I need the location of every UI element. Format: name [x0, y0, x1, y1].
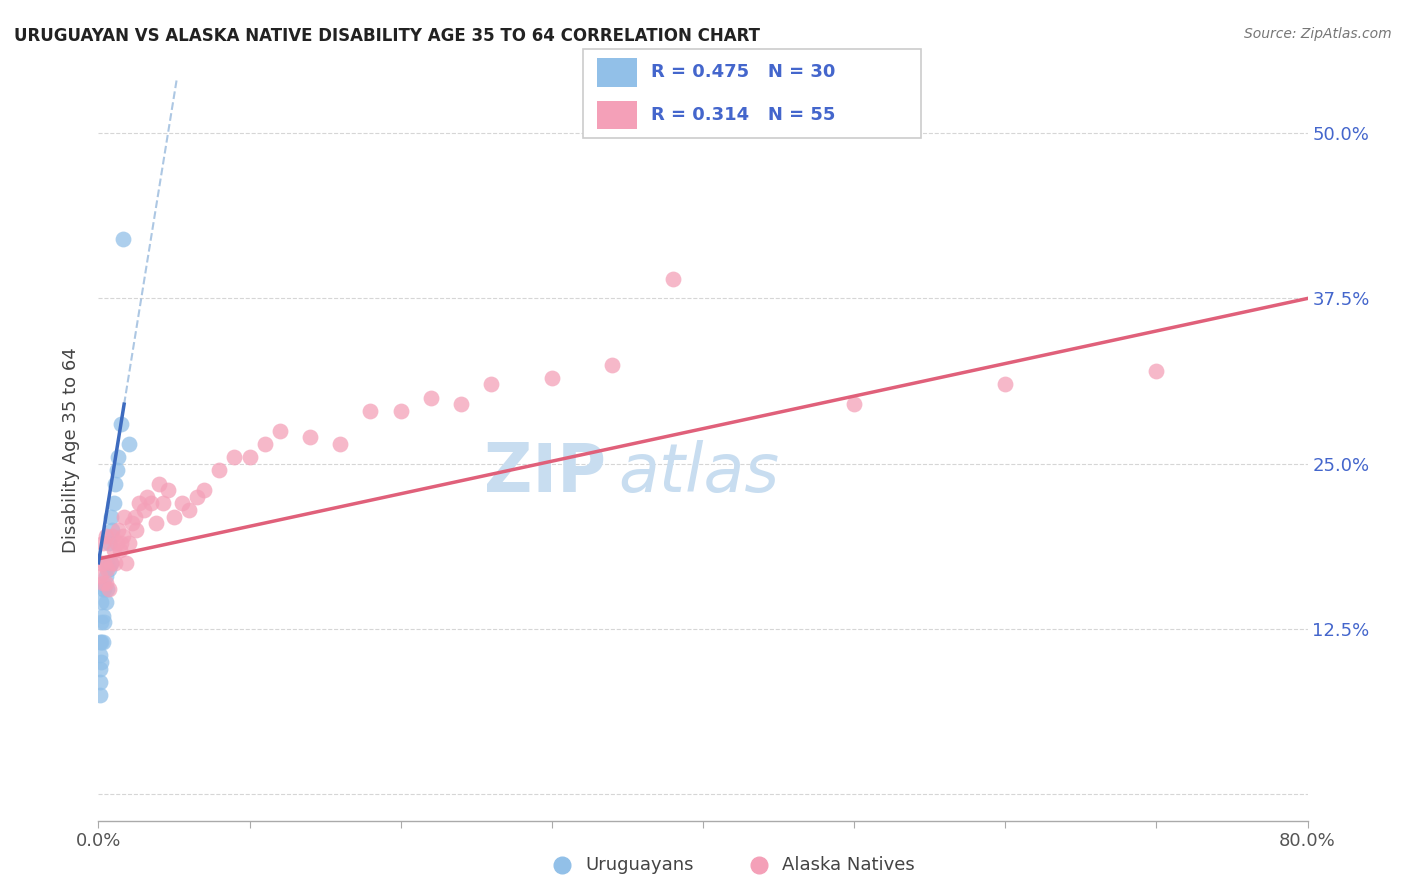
Text: R = 0.314   N = 55: R = 0.314 N = 55 — [651, 106, 835, 124]
Text: atlas: atlas — [619, 440, 779, 506]
Point — [94, 569, 117, 583]
Point — [108, 542, 131, 557]
Point — [105, 536, 128, 550]
Point — [90, 556, 112, 570]
Text: URUGUAYAN VS ALASKA NATIVE DISABILITY AGE 35 TO 64 CORRELATION CHART: URUGUAYAN VS ALASKA NATIVE DISABILITY AG… — [14, 27, 761, 45]
Point — [1144, 364, 1167, 378]
Point — [100, 509, 122, 524]
Point — [107, 523, 129, 537]
Point — [179, 503, 201, 517]
Point — [89, 674, 111, 689]
Point — [100, 556, 122, 570]
Point — [114, 556, 136, 570]
Point — [94, 575, 117, 590]
Point — [224, 450, 246, 464]
Point — [91, 582, 114, 597]
Point — [93, 615, 115, 630]
Point — [299, 430, 322, 444]
Point — [91, 575, 114, 590]
Point — [125, 523, 148, 537]
Point — [98, 536, 121, 550]
Point — [96, 556, 118, 570]
Point — [118, 437, 141, 451]
Point — [110, 536, 132, 550]
Point — [389, 404, 412, 418]
Point — [100, 556, 122, 570]
Point — [186, 490, 208, 504]
Point — [96, 562, 118, 576]
Point — [91, 635, 114, 649]
Point — [101, 523, 124, 537]
FancyBboxPatch shape — [598, 101, 637, 129]
Point — [269, 424, 291, 438]
Point — [420, 391, 443, 405]
Point — [101, 529, 124, 543]
Point — [89, 569, 111, 583]
Point — [128, 496, 150, 510]
Point — [111, 232, 134, 246]
Point — [145, 516, 167, 531]
Point — [170, 496, 193, 510]
Point — [110, 417, 132, 431]
Point — [239, 450, 262, 464]
Point — [124, 509, 146, 524]
Point — [208, 463, 231, 477]
Text: Uruguayans: Uruguayans — [585, 856, 693, 874]
Point — [98, 582, 121, 597]
Point — [329, 437, 352, 451]
Point — [90, 655, 112, 669]
Point — [152, 496, 174, 510]
Point — [104, 476, 127, 491]
Point — [93, 556, 115, 570]
Point — [96, 582, 118, 597]
Point — [91, 608, 114, 623]
Point — [132, 503, 155, 517]
Text: R = 0.475   N = 30: R = 0.475 N = 30 — [651, 63, 835, 81]
Y-axis label: Disability Age 35 to 64: Disability Age 35 to 64 — [62, 348, 80, 553]
Point — [156, 483, 179, 497]
Point — [540, 370, 562, 384]
Point — [103, 496, 125, 510]
Point — [602, 358, 624, 372]
Point — [994, 377, 1017, 392]
Point — [93, 582, 115, 597]
Point — [107, 450, 129, 464]
Text: Alaska Natives: Alaska Natives — [782, 856, 914, 874]
Point — [193, 483, 215, 497]
Point — [103, 542, 125, 557]
Point — [118, 536, 141, 550]
Point — [148, 476, 170, 491]
Point — [90, 635, 112, 649]
Point — [105, 463, 128, 477]
Point — [481, 377, 503, 392]
Point — [141, 496, 163, 510]
Point — [135, 490, 157, 504]
Point — [360, 404, 382, 418]
Point — [89, 688, 111, 702]
Point — [89, 648, 111, 663]
Point — [163, 509, 186, 524]
Point — [89, 635, 111, 649]
Point — [121, 516, 143, 531]
Point — [91, 536, 114, 550]
Point — [661, 271, 683, 285]
Point — [90, 615, 112, 630]
Point — [98, 562, 121, 576]
Point — [253, 437, 276, 451]
Point — [89, 662, 111, 676]
Point — [94, 595, 117, 609]
Point — [111, 529, 134, 543]
Text: Source: ZipAtlas.com: Source: ZipAtlas.com — [1244, 27, 1392, 41]
Point — [844, 397, 866, 411]
FancyBboxPatch shape — [583, 49, 921, 138]
Point — [104, 556, 127, 570]
FancyBboxPatch shape — [598, 58, 637, 87]
Point — [450, 397, 472, 411]
Point — [112, 509, 135, 524]
Point — [90, 595, 112, 609]
Text: ZIP: ZIP — [484, 440, 606, 506]
Point — [94, 529, 117, 543]
